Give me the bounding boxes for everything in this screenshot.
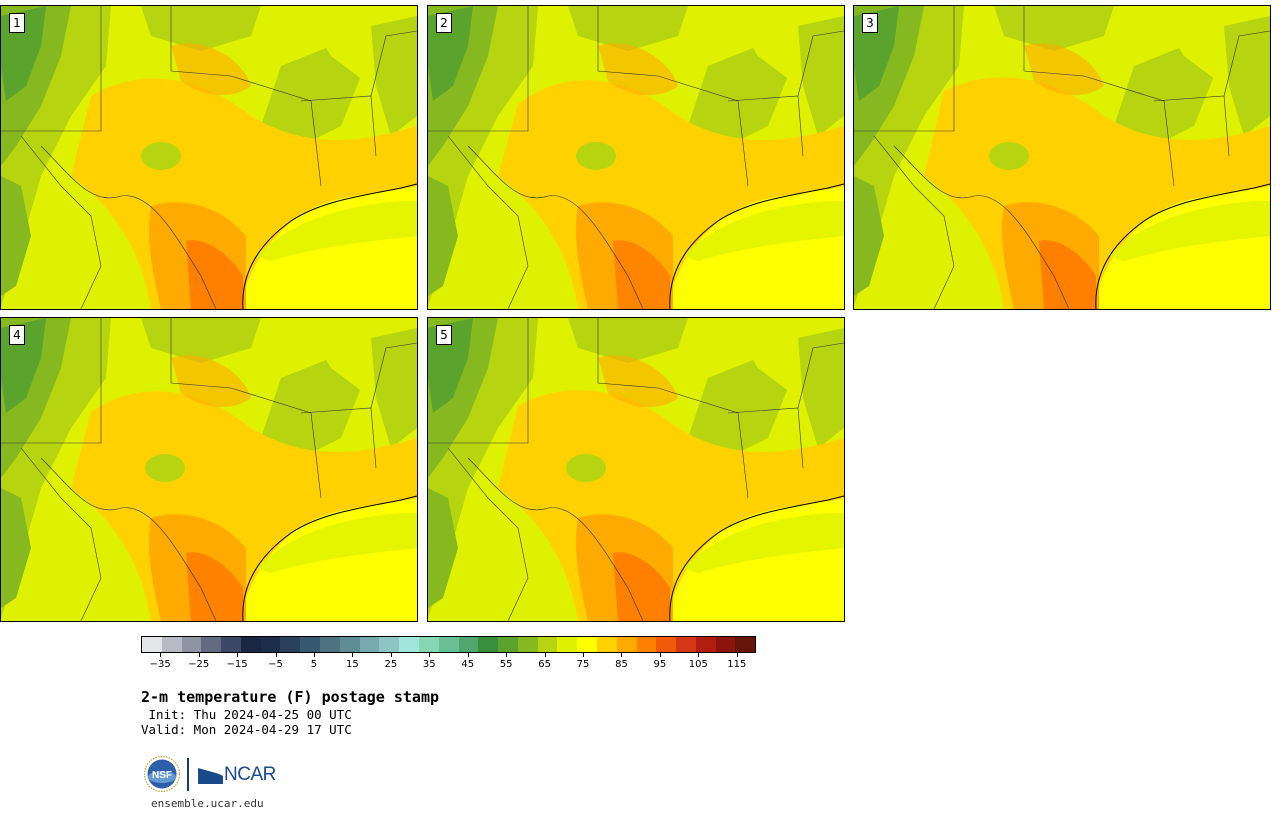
ncar-logo (198, 764, 223, 784)
colorbar-tick (198, 653, 200, 657)
svg-text:NSF: NSF (152, 770, 172, 781)
colorbar-tick (313, 653, 315, 657)
colorbar-bin (320, 637, 340, 652)
colorbar-bin (715, 637, 736, 652)
colorbar-tick-label: 105 (688, 659, 708, 670)
colorbar-tick (506, 653, 508, 657)
colorbar-bin (418, 637, 439, 652)
temperature-field (854, 6, 1270, 309)
colorbar-tick (659, 653, 661, 657)
ensemble-member-map-5: 5 (427, 317, 845, 622)
colorbar-bin (240, 637, 261, 652)
colorbar-tick-label: 65 (538, 659, 551, 670)
colorbar-bin (359, 637, 380, 652)
init-time: Init: Thu 2024-04-25 00 UTC (141, 707, 352, 722)
colorbar-tick-label: 35 (422, 659, 436, 670)
temperature-field (1, 6, 417, 309)
colorbar-tick-label: 115 (727, 659, 747, 670)
member-number-label: 1 (9, 13, 25, 33)
temperature-field (428, 318, 844, 621)
temperature-field (1, 318, 417, 621)
colorbar-tick (736, 653, 738, 657)
colorbar-bin (636, 637, 657, 652)
colorbar-tick-labels: −35 −25 −15 −5 5 15 25 35 45 55 65 75 85 95 105 115 (141, 653, 756, 673)
nsf-logo: NSF (144, 756, 180, 792)
ensemble-member-map-2: 2 (427, 5, 845, 310)
member-number-label: 5 (436, 325, 452, 345)
colorbar-tick-label: 75 (576, 659, 590, 670)
colorbar-tick-label: 85 (615, 659, 628, 670)
colorbar-tick (160, 653, 162, 657)
colorbar-bin (379, 637, 400, 652)
colorbar-bin (142, 637, 162, 652)
temperature-colorbar (141, 636, 756, 653)
colorbar-tick-label: 5 (310, 659, 318, 670)
colorbar-bin (517, 637, 538, 652)
member-number-label: 4 (9, 325, 25, 345)
colorbar-tick-label: −25 (188, 659, 210, 670)
temperature-field (428, 6, 844, 309)
ensemble-member-map-4: 4 (0, 317, 418, 622)
colorbar-tick-label: 55 (499, 659, 513, 670)
colorbar-bin (399, 637, 419, 652)
colorbar-bin (339, 637, 360, 652)
colorbar-bin (260, 637, 281, 652)
colorbar-tick-label: −15 (226, 659, 248, 670)
colorbar-bin (656, 637, 677, 652)
colorbar-bin (478, 637, 499, 652)
colorbar-bin (695, 637, 716, 652)
colorbar-tick (583, 653, 585, 657)
colorbar-bin (577, 637, 597, 652)
colorbar-tick-label: 45 (461, 659, 475, 670)
colorbar-bin (221, 637, 241, 652)
ncar-wordmark: NCAR (224, 764, 276, 785)
colorbar-tick (275, 653, 277, 657)
colorbar-tick-label: 15 (346, 659, 359, 670)
ensemble-member-map-3: 3 (853, 5, 1271, 310)
colorbar-tick-label: −35 (149, 659, 171, 670)
member-number-label: 2 (436, 13, 452, 33)
colorbar-bin (616, 637, 637, 652)
colorbar-tick (467, 653, 469, 657)
colorbar-tick (698, 653, 700, 657)
colorbar-tick (352, 653, 354, 657)
colorbar-bin (201, 637, 222, 652)
colorbar-bin (498, 637, 518, 652)
colorbar-tick-label: −5 (268, 659, 283, 670)
logo-divider (187, 758, 189, 791)
colorbar-tick-label: 25 (384, 659, 398, 670)
colorbar-tick (237, 653, 239, 657)
colorbar-tick (390, 653, 392, 657)
valid-time: Valid: Mon 2024-04-29 17 UTC (141, 722, 352, 737)
colorbar-bin (438, 637, 459, 652)
figure-title: 2-m temperature (F) postage stamp (141, 688, 440, 706)
colorbar-bin (458, 637, 479, 652)
colorbar-tick-label: 95 (653, 659, 667, 670)
colorbar-tick (544, 653, 546, 657)
colorbar-bin (161, 637, 182, 652)
site-url: ensemble.ucar.edu (151, 797, 264, 810)
colorbar-bin (557, 637, 578, 652)
colorbar-bin (181, 637, 202, 652)
colorbar-bin (735, 637, 756, 652)
colorbar-bin (537, 637, 558, 652)
ensemble-member-map-1: 1 (0, 5, 418, 310)
colorbar-bin (596, 637, 617, 652)
colorbar-bin (676, 637, 696, 652)
colorbar-tick (621, 653, 623, 657)
colorbar-bin (280, 637, 301, 652)
member-number-label: 3 (862, 13, 878, 33)
colorbar-bin (300, 637, 321, 652)
colorbar-tick (429, 653, 431, 657)
